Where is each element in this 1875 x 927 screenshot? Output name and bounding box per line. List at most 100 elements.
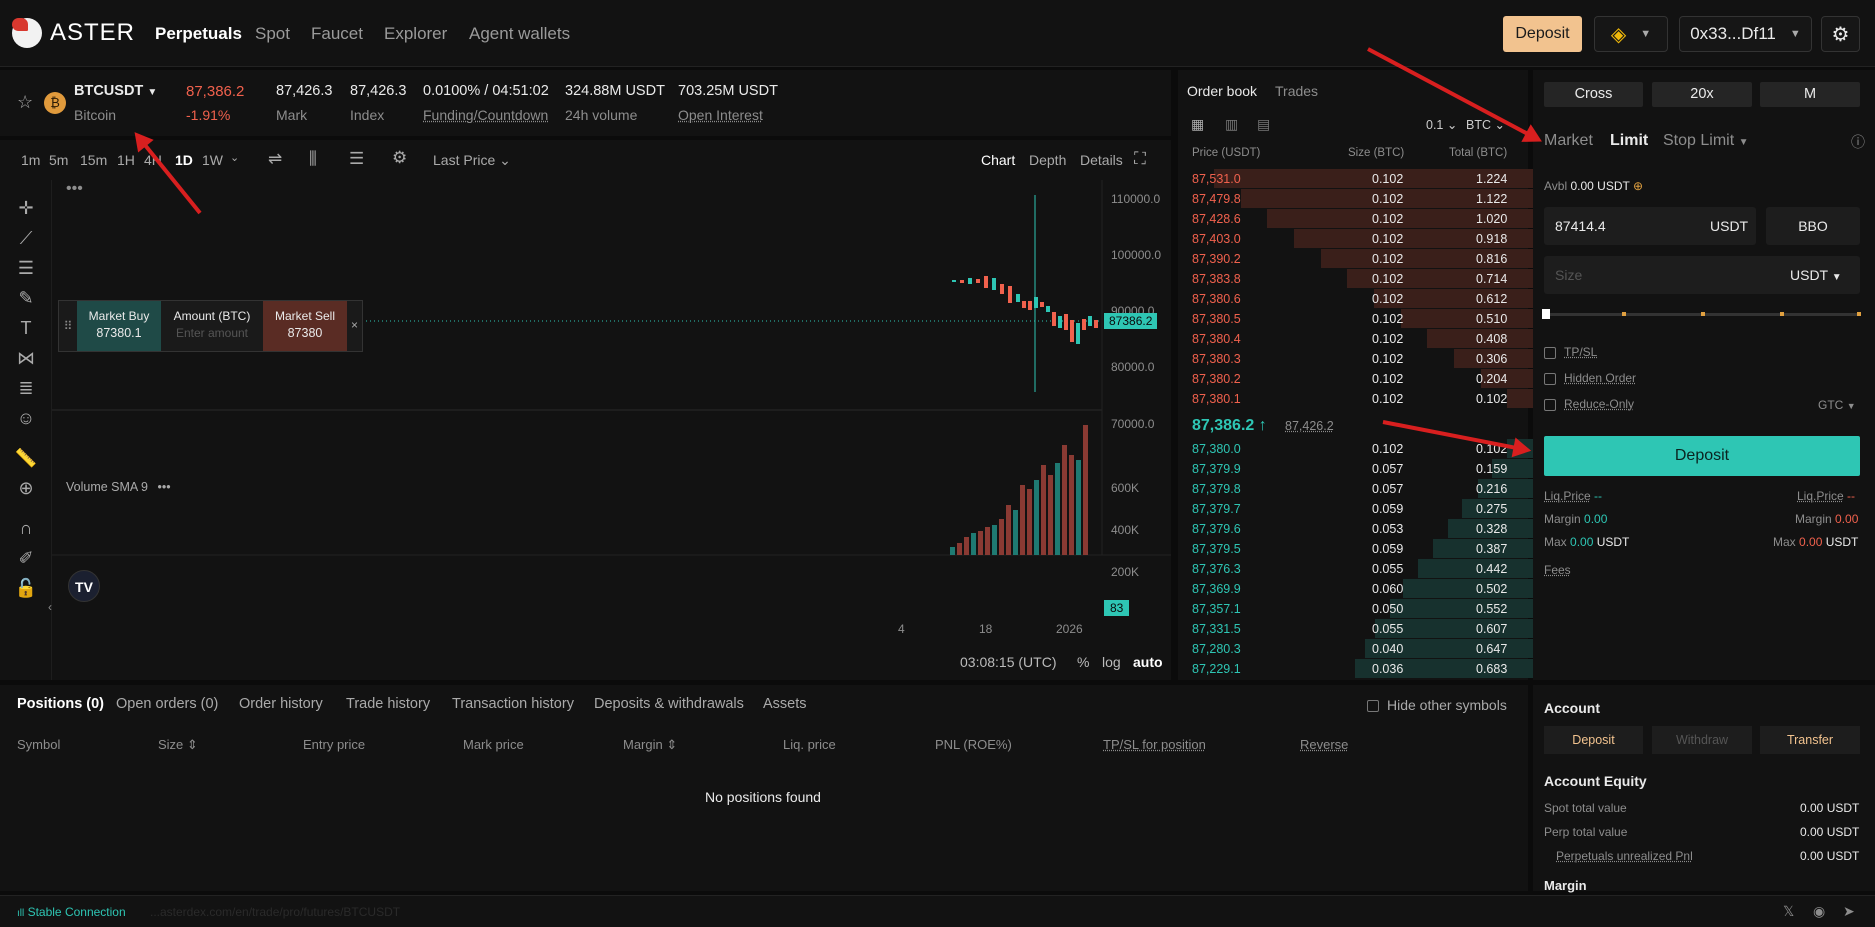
leverage-button[interactable]: 20x bbox=[1652, 82, 1752, 107]
tab-trade-history[interactable]: Trade history bbox=[346, 696, 431, 712]
bid-row[interactable]: 87,280.3 0.040 0.647 bbox=[1178, 639, 1534, 659]
size-slider[interactable] bbox=[1542, 309, 1861, 319]
funding-label[interactable]: Funding/Countdown bbox=[423, 107, 549, 123]
order-type-market[interactable]: Market bbox=[1544, 132, 1593, 149]
network-selector[interactable]: ◈ ▼ bbox=[1594, 16, 1668, 52]
ruler-icon[interactable]: 📏 bbox=[14, 448, 38, 468]
nav-perpetuals[interactable]: Perpetuals bbox=[155, 24, 242, 43]
deposit-button[interactable]: Deposit bbox=[1544, 436, 1860, 476]
ask-row[interactable]: 87,380.2 0.102 0.204 bbox=[1178, 369, 1534, 389]
crosshair-icon[interactable]: ✛ bbox=[18, 198, 34, 218]
tf-1d[interactable]: 1D bbox=[175, 152, 193, 168]
reduce-only-checkbox[interactable]: Reduce-Only bbox=[1544, 397, 1634, 411]
view-depth[interactable]: Depth bbox=[1029, 152, 1067, 168]
bid-row[interactable]: 87,229.1 0.036 0.683 bbox=[1178, 659, 1534, 679]
position-mode-button[interactable]: M bbox=[1760, 82, 1860, 107]
nav-agent-wallets[interactable]: Agent wallets bbox=[469, 24, 571, 43]
book-both-icon[interactable]: ▦ bbox=[1191, 116, 1205, 132]
ask-row[interactable]: 87,479.8 0.102 1.122 bbox=[1178, 189, 1534, 209]
x-social-icon[interactable]: 𝕏 bbox=[1783, 903, 1795, 919]
tab-positions[interactable]: Positions (0) bbox=[17, 696, 105, 712]
ask-row[interactable]: 87,383.8 0.102 0.714 bbox=[1178, 269, 1534, 289]
ask-row[interactable]: 87,403.0 0.102 0.918 bbox=[1178, 229, 1534, 249]
fib-lines-icon[interactable]: ☰ bbox=[17, 258, 35, 278]
settings-icon[interactable]: ⚙ bbox=[1821, 16, 1860, 52]
info-icon[interactable]: ⓘ bbox=[1851, 134, 1865, 150]
tf-1w[interactable]: 1W bbox=[202, 152, 223, 168]
tab-deposits-withdrawals[interactable]: Deposits & withdrawals bbox=[594, 696, 744, 712]
forecast-tool-icon[interactable]: ≣ bbox=[18, 378, 34, 398]
chart-settings-icon[interactable]: ⚙ bbox=[392, 148, 408, 167]
percent-scale-toggle[interactable]: % bbox=[1077, 654, 1090, 670]
utc-clock[interactable]: 03:08:15 (UTC) bbox=[960, 654, 1057, 670]
order-type-limit[interactable]: Limit bbox=[1610, 132, 1649, 149]
bid-row[interactable]: 87,379.8 0.057 0.216 bbox=[1178, 479, 1534, 499]
ask-row[interactable]: 87,380.4 0.102 0.408 bbox=[1178, 329, 1534, 349]
ask-row[interactable]: 87,428.6 0.102 1.020 bbox=[1178, 209, 1534, 229]
view-chart[interactable]: Chart bbox=[981, 152, 1016, 168]
bid-row[interactable]: 87,379.9 0.057 0.159 bbox=[1178, 459, 1534, 479]
brush-icon[interactable]: ✎ bbox=[18, 288, 34, 308]
ask-row[interactable]: 87,390.2 0.102 0.816 bbox=[1178, 249, 1534, 269]
amount-field[interactable]: Amount (BTC) Enter amount bbox=[173, 309, 251, 340]
account-withdraw-button[interactable]: Withdraw bbox=[1652, 726, 1752, 754]
auto-scale-toggle[interactable]: auto bbox=[1133, 654, 1163, 670]
book-asks-icon[interactable]: ▤ bbox=[1257, 116, 1271, 132]
log-scale-toggle[interactable]: log bbox=[1102, 654, 1121, 670]
candle-type-icon[interactable]: ⫼ bbox=[309, 149, 317, 168]
hidden-order-checkbox[interactable]: Hidden Order bbox=[1544, 371, 1636, 385]
discord-icon[interactable]: ◉ bbox=[1813, 903, 1826, 919]
col-size[interactable]: Size ⇕ bbox=[158, 737, 198, 752]
lock-drawing-icon[interactable]: ✐ bbox=[18, 548, 34, 568]
bid-row[interactable]: 87,379.5 0.059 0.387 bbox=[1178, 539, 1534, 559]
telegram-icon[interactable]: ➤ bbox=[1843, 903, 1855, 919]
emoji-icon[interactable]: ☺ bbox=[16, 408, 36, 428]
price-type-selector[interactable]: Last Price ⌄ bbox=[433, 152, 511, 168]
ask-row[interactable]: 87,380.6 0.102 0.612 bbox=[1178, 289, 1534, 309]
tradingview-logo-icon[interactable]: TV bbox=[68, 570, 100, 602]
trend-line-icon[interactable]: ⟋ bbox=[19, 228, 33, 248]
bid-row[interactable]: 87,369.9 0.060 0.502 bbox=[1178, 579, 1534, 599]
price-chart[interactable] bbox=[52, 180, 1171, 680]
indicators-icon[interactable]: ☰ bbox=[349, 149, 365, 168]
size-input[interactable]: Size USDT ▼ bbox=[1544, 256, 1860, 294]
more-options-icon[interactable]: ••• bbox=[66, 180, 83, 197]
symbol-selector[interactable]: BTCUSDT ▼ bbox=[74, 83, 158, 99]
close-icon[interactable]: × bbox=[350, 318, 358, 332]
book-bids-icon[interactable]: ▥ bbox=[1225, 116, 1239, 132]
ask-row[interactable]: 87,380.3 0.102 0.306 bbox=[1178, 349, 1534, 369]
bid-row[interactable]: 87,331.5 0.055 0.607 bbox=[1178, 619, 1534, 639]
lock-icon[interactable]: 🔓 bbox=[14, 578, 38, 598]
bid-row[interactable]: 87,379.6 0.053 0.328 bbox=[1178, 519, 1534, 539]
text-tool-icon[interactable]: T bbox=[20, 318, 32, 338]
nav-spot[interactable]: Spot bbox=[255, 24, 290, 43]
header-deposit-button[interactable]: Deposit bbox=[1503, 16, 1582, 52]
bid-row[interactable]: 87,357.1 0.050 0.552 bbox=[1178, 599, 1534, 619]
tf-15m[interactable]: 15m bbox=[80, 152, 108, 168]
tab-transaction-history[interactable]: Transaction history bbox=[452, 696, 574, 712]
unit-selector[interactable]: BTC ⌄ bbox=[1466, 118, 1505, 132]
chevron-down-icon[interactable]: ⌄ bbox=[230, 152, 240, 164]
fees-link[interactable]: Fees bbox=[1544, 563, 1571, 577]
fullscreen-icon[interactable]: ⛶ bbox=[1134, 149, 1146, 168]
market-sell-button[interactable]: Market Sell 87380 bbox=[263, 301, 347, 351]
market-buy-button[interactable]: Market Buy 87380.1 bbox=[77, 301, 161, 351]
view-details[interactable]: Details bbox=[1080, 152, 1123, 168]
tab-open-orders[interactable]: Open orders (0) bbox=[116, 696, 219, 712]
tab-assets[interactable]: Assets bbox=[763, 696, 807, 712]
tf-1m[interactable]: 1m bbox=[21, 152, 41, 168]
tab-order-book[interactable]: Order book bbox=[1187, 83, 1258, 99]
price-input[interactable]: 87414.4 USDT bbox=[1544, 207, 1756, 245]
bid-row[interactable]: 87,376.3 0.055 0.442 bbox=[1178, 559, 1534, 579]
indicator-settings-icon[interactable]: ⇌ bbox=[268, 149, 283, 168]
open-interest-label[interactable]: Open Interest bbox=[678, 107, 763, 123]
tf-1h[interactable]: 1H bbox=[117, 152, 135, 168]
tf-5m[interactable]: 5m bbox=[49, 152, 69, 168]
size-unit-selector[interactable]: USDT ▼ bbox=[1790, 267, 1842, 283]
time-in-force-selector[interactable]: GTC ▼ bbox=[1818, 398, 1856, 412]
tpsl-checkbox[interactable]: TP/SL bbox=[1544, 345, 1597, 359]
ask-row[interactable]: 87,380.1 0.102 0.102 bbox=[1178, 389, 1534, 409]
tab-trades[interactable]: Trades bbox=[1275, 83, 1319, 99]
nav-faucet[interactable]: Faucet bbox=[311, 24, 363, 43]
favorite-star-icon[interactable]: ☆ bbox=[17, 92, 34, 112]
